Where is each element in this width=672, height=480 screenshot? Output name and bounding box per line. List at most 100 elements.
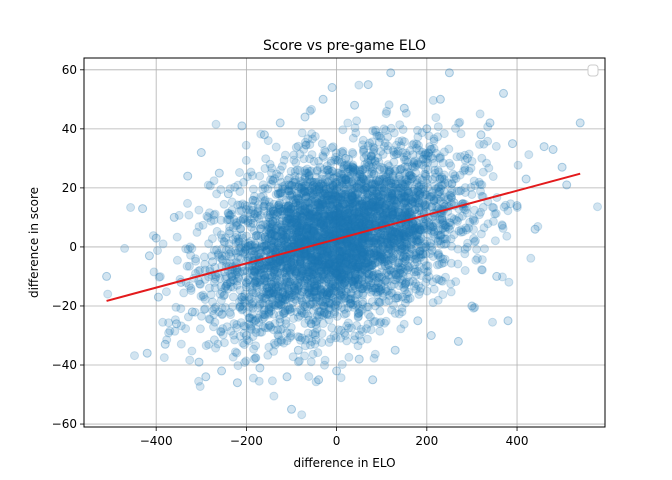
data-point xyxy=(275,219,285,229)
data-point xyxy=(375,165,385,175)
data-point xyxy=(312,211,322,221)
data-point xyxy=(424,272,434,282)
data-point xyxy=(398,226,408,236)
data-point xyxy=(297,211,307,221)
data-point xyxy=(170,315,180,325)
data-point xyxy=(433,165,443,175)
data-point xyxy=(435,94,445,104)
data-point xyxy=(284,286,294,295)
data-point xyxy=(316,259,326,269)
data-point xyxy=(383,259,393,269)
data-point xyxy=(329,331,339,341)
data-point xyxy=(226,247,236,257)
data-point xyxy=(351,270,360,280)
data-point xyxy=(243,241,253,251)
data-point xyxy=(266,288,276,298)
data-point xyxy=(379,193,389,203)
data-point xyxy=(126,203,136,212)
data-point xyxy=(381,199,391,209)
data-point xyxy=(293,141,303,151)
data-point xyxy=(340,222,350,232)
data-point xyxy=(350,267,360,277)
data-point xyxy=(362,334,372,344)
data-point xyxy=(315,199,325,209)
data-point xyxy=(407,161,417,171)
data-point xyxy=(459,166,469,176)
data-point xyxy=(278,296,288,306)
data-point xyxy=(216,327,226,337)
data-point xyxy=(300,285,310,295)
data-point xyxy=(332,243,342,252)
data-point xyxy=(337,360,347,369)
data-point xyxy=(344,219,354,229)
data-point xyxy=(296,259,306,268)
data-point xyxy=(320,229,330,239)
data-point xyxy=(503,206,513,216)
data-point xyxy=(321,200,331,210)
data-point xyxy=(469,303,478,313)
data-point xyxy=(332,192,342,202)
data-point xyxy=(258,242,268,252)
data-point xyxy=(492,271,502,281)
data-point xyxy=(408,172,418,182)
data-point xyxy=(521,174,531,184)
data-point xyxy=(397,228,407,238)
data-point xyxy=(384,167,394,177)
data-point xyxy=(386,193,396,203)
data-point xyxy=(355,243,365,253)
data-point xyxy=(411,190,421,200)
data-point xyxy=(267,376,277,386)
data-point xyxy=(228,234,238,244)
data-point xyxy=(249,209,259,219)
data-point xyxy=(328,292,338,302)
data-point xyxy=(278,206,288,216)
data-point xyxy=(282,175,292,185)
data-point xyxy=(310,279,320,289)
data-point xyxy=(304,209,314,219)
data-point xyxy=(310,252,320,261)
data-point xyxy=(403,261,413,271)
data-point xyxy=(296,335,305,345)
data-point xyxy=(246,222,256,232)
data-point xyxy=(259,301,269,310)
data-point xyxy=(258,314,267,324)
data-point xyxy=(387,288,397,298)
data-point xyxy=(373,209,382,219)
data-point xyxy=(240,249,250,259)
data-point xyxy=(334,273,344,282)
point-cloud xyxy=(103,80,602,420)
data-point xyxy=(398,199,408,209)
data-point xyxy=(342,336,352,346)
data-point xyxy=(427,174,437,184)
data-point xyxy=(306,256,316,266)
data-point xyxy=(391,243,400,253)
data-point xyxy=(310,258,320,268)
data-point xyxy=(463,238,473,248)
data-point xyxy=(346,199,356,209)
data-point xyxy=(436,252,445,262)
data-point xyxy=(451,277,461,287)
data-point xyxy=(313,200,323,210)
data-point xyxy=(290,230,300,240)
data-point xyxy=(417,175,427,185)
data-point xyxy=(320,355,330,365)
data-point xyxy=(290,171,300,181)
data-point xyxy=(355,245,365,255)
data-point xyxy=(381,284,391,294)
y-tick-label: −20 xyxy=(52,299,77,313)
data-point xyxy=(396,324,406,334)
data-point xyxy=(353,267,363,277)
data-point xyxy=(258,322,268,331)
data-point xyxy=(397,292,407,302)
data-point xyxy=(381,213,391,223)
data-point xyxy=(358,217,368,227)
data-point xyxy=(323,268,333,278)
data-point xyxy=(287,404,296,414)
data-point xyxy=(255,363,265,373)
data-point xyxy=(237,305,247,315)
data-point xyxy=(246,215,256,224)
data-point xyxy=(526,253,536,263)
data-point xyxy=(479,223,489,233)
data-point xyxy=(195,324,205,334)
data-point xyxy=(341,189,351,199)
